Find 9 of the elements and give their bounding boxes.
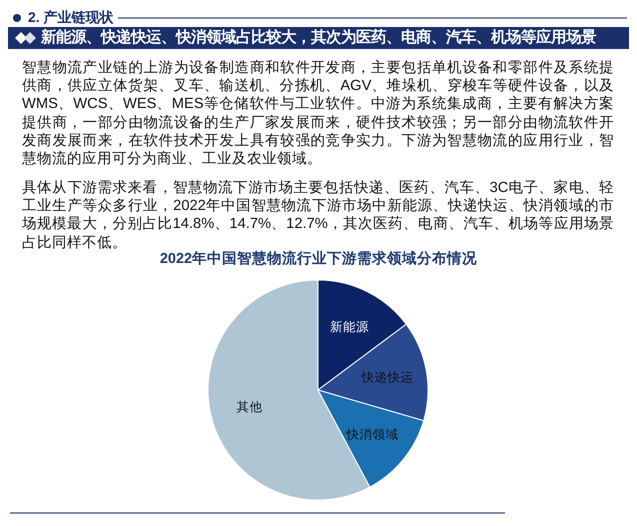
slice-label: 快递快运: [360, 370, 414, 384]
annotation: 2. 产业链现状: [28, 9, 114, 27]
title: 2022年中国智慧物流行业下游需求领域分布情况: [158, 250, 478, 268]
annotation: 具体从下游需求来看，智慧物流下游市场主要包括快递、医药、汽车、3C电子、家电、轻工业生产等众多行业，2022年中国智慧物流下游市场中新能源、快递快运、快消领域的市场规模最大，分别占比14.8%、14.7%、12.7%，其次医药、电商、汽车、机场等应用场景占比同样不低。: [22, 179, 614, 251]
annotation: 智慧物流产业链的上游为设备制造商和软件开发商，主要包括单机设备和零部件及系统提供商，供应立体货架、叉车、输送机、分拣机、AGV、堆垛机、穿梭车等硬件设备，以及WMS、WCS、WES、MES等仓储软件与工业软件。中游为系统集成商，主要有解决方案提供商，一部分由物流设备的生产厂家发展而来，硬件技术较强；另一部分由物流软件开发商发展而来，在软件技术开发上具有较强的竞争实力。下游为智慧物流的应用行业，智慧物流的应用可分为商业、工业及农业领域。: [22, 59, 614, 168]
slice-label: 新能源: [330, 320, 370, 334]
slice-label: 快消领域: [346, 427, 399, 442]
slice-label: 其他: [236, 400, 263, 414]
annotation: 新能源、快递快运、快消领域占比较大，其次为医药、电商、汽车、机场等应用场景: [41, 28, 596, 48]
